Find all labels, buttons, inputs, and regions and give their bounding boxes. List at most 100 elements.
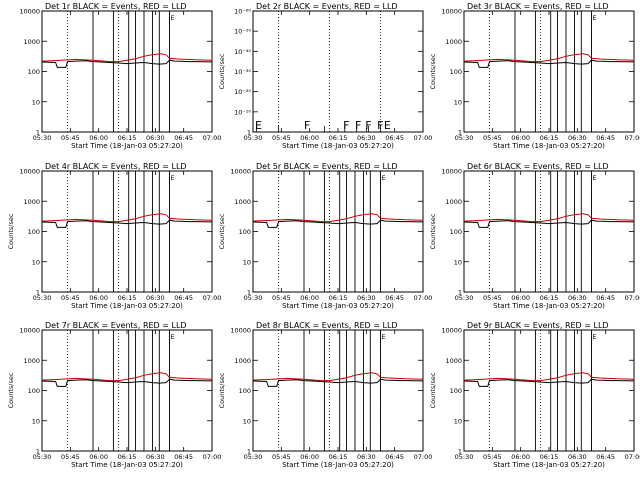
x-tick-label: 06:45 xyxy=(596,134,615,142)
lld-series-line xyxy=(41,53,213,63)
x-tick-label: 07:00 xyxy=(625,134,640,142)
x-tick-label: 06:00 xyxy=(300,294,319,302)
y-tick-label: 1 xyxy=(36,129,40,137)
lld-series-line xyxy=(41,372,213,382)
y-tick-label: 10⁻³⁰ xyxy=(234,68,251,76)
x-tick-label: 05:45 xyxy=(61,294,80,302)
x-tick-label: 06:15 xyxy=(118,453,137,461)
x-tick-label: 06:00 xyxy=(511,134,530,142)
x-tick-label: 06:15 xyxy=(329,294,348,302)
x-tick-label: 06:30 xyxy=(357,294,376,302)
y-tick-label: 1 xyxy=(247,129,251,137)
x-tick-label: 05:45 xyxy=(483,294,502,302)
x-tick-label: 06:45 xyxy=(174,294,193,302)
panel-title: Det 5r BLACK = Events, RED = LLD xyxy=(256,162,398,171)
y-axis-label: Counts/sec xyxy=(429,213,437,249)
events-series-line xyxy=(463,378,635,387)
y-axis-label: Counts/sec xyxy=(218,213,226,249)
x-tick-label: 06:45 xyxy=(385,134,404,142)
flag-label-start: E xyxy=(255,119,262,132)
x-tick-label: 06:30 xyxy=(146,134,165,142)
panel-title: Det 1r BLACK = Events, RED = LLD xyxy=(45,2,187,11)
x-tick-label: 06:15 xyxy=(540,134,559,142)
x-tick-label: 06:00 xyxy=(511,453,530,461)
lld-series-line xyxy=(41,213,213,223)
y-tick-label: 10⁻⁶⁰ xyxy=(234,8,251,16)
flag-label-top: E xyxy=(382,333,386,341)
y-tick-label: 10000 xyxy=(19,327,40,335)
x-tick-label: 05:30 xyxy=(455,453,474,461)
panel-title: Det 3r BLACK = Events, RED = LLD xyxy=(467,2,609,11)
y-tick-label: 100 xyxy=(239,387,251,395)
y-tick-label: 1000 xyxy=(23,38,40,46)
flag-label-top: E xyxy=(593,333,597,341)
panel-title: Det 7r BLACK = Events, RED = LLD xyxy=(45,321,187,330)
y-tick-label: 100 xyxy=(450,68,462,76)
x-tick-label: 05:45 xyxy=(61,453,80,461)
x-axis-label: Start Time (18-Jan-03 05:27:20) xyxy=(71,461,183,469)
lld-series-line xyxy=(252,213,424,223)
x-tick-label: 05:30 xyxy=(33,453,52,461)
y-tick-label: 100 xyxy=(239,228,251,236)
flag-label: E xyxy=(384,119,391,132)
panel-3: Det 3r BLACK = Events, RED = LLD 05:30 05:… xyxy=(429,2,640,150)
panel-title: Det 2r BLACK = Events, RED = LLD xyxy=(256,2,398,11)
panel-title: Det 9r BLACK = Events, RED = LLD xyxy=(467,321,609,330)
x-axis-label: Start Time (18-Jan-03 05:27:20) xyxy=(493,302,605,310)
x-tick-label: 06:00 xyxy=(300,134,319,142)
y-tick-label: 1 xyxy=(247,289,251,297)
x-tick-label: 07:00 xyxy=(414,453,433,461)
lld-series-line xyxy=(252,372,424,382)
x-tick-label: 07:00 xyxy=(625,294,640,302)
x-tick-label: 05:30 xyxy=(244,294,263,302)
events-series-line xyxy=(41,378,213,387)
y-tick-label: 10000 xyxy=(19,8,40,16)
x-tick-label: 06:15 xyxy=(540,453,559,461)
panel-8: Det 8r BLACK = Events, RED = LLD 05:30 05:… xyxy=(218,321,432,469)
x-tick-label: 05:30 xyxy=(244,453,263,461)
y-tick-label: 10000 xyxy=(441,168,462,176)
x-tick-label: 06:15 xyxy=(540,294,559,302)
x-tick-label: 06:00 xyxy=(89,134,108,142)
x-tick-label: 05:30 xyxy=(33,134,52,142)
x-axis-label: Start Time (18-Jan-03 05:27:20) xyxy=(71,142,183,150)
y-axis-label: Counts/sec xyxy=(429,372,437,408)
x-tick-label: 06:00 xyxy=(89,294,108,302)
y-tick-label: 1 xyxy=(458,448,462,456)
x-tick-label: 06:15 xyxy=(118,294,137,302)
lld-series-line xyxy=(463,213,635,223)
y-tick-label: 10 xyxy=(32,98,40,106)
y-tick-label: 1000 xyxy=(445,357,462,365)
flag-label: F xyxy=(365,119,371,132)
flag-label: F xyxy=(304,119,310,132)
panel-7: Det 7r BLACK = Events, RED = LLD 05:30 05:… xyxy=(7,321,221,469)
x-tick-label: 07:00 xyxy=(203,134,222,142)
y-axis-label: Counts/sec xyxy=(218,372,226,408)
y-tick-label: 10 xyxy=(454,98,462,106)
y-tick-label: 10⁻⁵⁰ xyxy=(234,28,251,36)
x-tick-label: 05:30 xyxy=(455,134,474,142)
panel-1: Det 1r BLACK = Events, RED = LLD 05:30 05:… xyxy=(19,2,221,150)
y-tick-label: 100 xyxy=(28,228,40,236)
lld-series-line xyxy=(463,372,635,382)
y-tick-label: 1000 xyxy=(445,198,462,206)
y-tick-label: 100 xyxy=(450,228,462,236)
y-tick-label: 10000 xyxy=(441,327,462,335)
x-tick-label: 06:30 xyxy=(357,453,376,461)
y-tick-label: 1000 xyxy=(445,38,462,46)
x-tick-label: 06:00 xyxy=(89,453,108,461)
panel-6: Det 6r BLACK = Events, RED = LLD 05:30 05:… xyxy=(429,162,640,310)
y-tick-label: 100 xyxy=(450,387,462,395)
x-tick-label: 06:45 xyxy=(596,453,615,461)
x-tick-label: 06:45 xyxy=(385,294,404,302)
lld-series-line xyxy=(463,53,635,63)
flag-label-top: E xyxy=(593,174,597,182)
x-tick-label: 06:45 xyxy=(174,134,193,142)
panel-2: Det 2r BLACK = Events, RED = LLD 05:30 05:… xyxy=(218,2,432,150)
x-axis-label: Start Time (18-Jan-03 05:27:20) xyxy=(71,302,183,310)
y-tick-label: 1 xyxy=(36,289,40,297)
x-tick-label: 05:45 xyxy=(483,134,502,142)
y-tick-label: 10⁻¹⁰ xyxy=(234,108,251,116)
flag-label-top: E xyxy=(171,333,175,341)
